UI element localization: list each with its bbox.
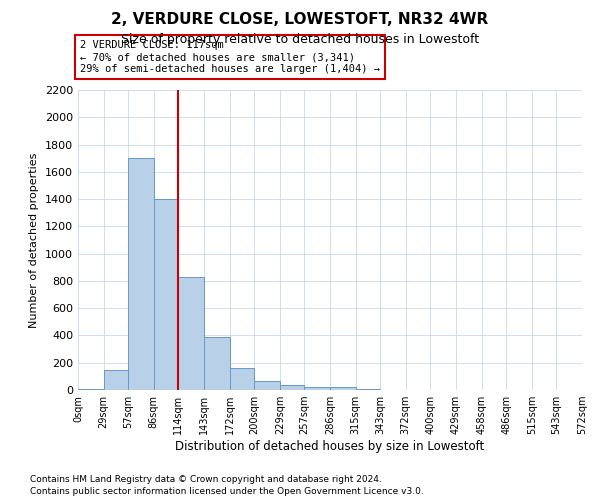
Text: Contains public sector information licensed under the Open Government Licence v3: Contains public sector information licen… xyxy=(30,488,424,496)
Bar xyxy=(254,381,280,390)
Bar xyxy=(330,388,356,390)
Bar xyxy=(230,368,254,390)
Text: Size of property relative to detached houses in Lowestoft: Size of property relative to detached ho… xyxy=(121,32,479,46)
Bar xyxy=(304,386,330,390)
Text: Contains HM Land Registry data © Crown copyright and database right 2024.: Contains HM Land Registry data © Crown c… xyxy=(30,475,382,484)
Bar xyxy=(204,337,230,390)
Bar xyxy=(178,277,204,390)
Bar xyxy=(78,388,104,390)
Text: 2 VERDURE CLOSE: 117sqm
← 70% of detached houses are smaller (3,341)
29% of semi: 2 VERDURE CLOSE: 117sqm ← 70% of detache… xyxy=(80,40,380,74)
Text: 2, VERDURE CLOSE, LOWESTOFT, NR32 4WR: 2, VERDURE CLOSE, LOWESTOFT, NR32 4WR xyxy=(112,12,488,28)
Bar xyxy=(128,158,154,390)
Bar xyxy=(104,370,128,390)
X-axis label: Distribution of detached houses by size in Lowestoft: Distribution of detached houses by size … xyxy=(175,440,485,453)
Bar xyxy=(280,385,304,390)
Y-axis label: Number of detached properties: Number of detached properties xyxy=(29,152,40,328)
Bar xyxy=(154,199,178,390)
